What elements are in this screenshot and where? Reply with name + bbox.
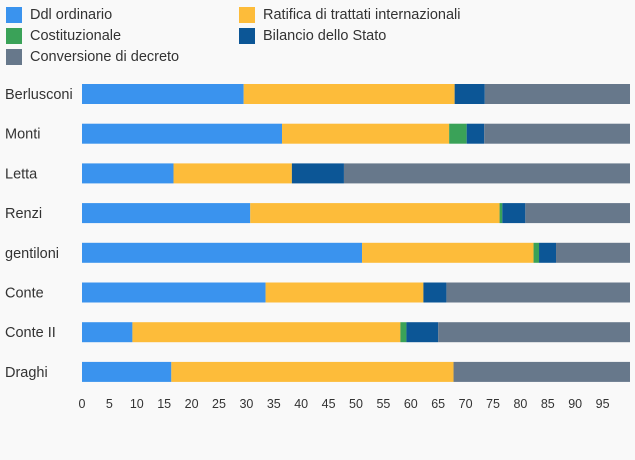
legend-label-ddl-ordinario: Ddl ordinario [30, 7, 113, 23]
bar-segment-renzi-costituzionale[interactable] [499, 203, 503, 224]
x-tick-label: 70 [459, 397, 473, 411]
legend-item-conversione[interactable]: Conversione di decreto [6, 47, 179, 67]
x-tick-label: 75 [486, 397, 500, 411]
bar-segment-renzi-conversione-di-decreto[interactable] [525, 203, 630, 224]
bar-segment-conte-conversione-di-decreto[interactable] [446, 282, 630, 303]
bar-segment-berlusconi-ratifica-di-trattati-internazionali[interactable] [243, 84, 455, 104]
category-label-berlusconi: Berlusconi [5, 87, 73, 103]
bar-segment-gentiloni-bilancio-dello-stato[interactable] [539, 242, 557, 263]
bar-segment-berlusconi-ddl-ordinario[interactable] [82, 84, 244, 104]
category-label-letta: Letta [5, 166, 38, 182]
x-tick-label: 60 [404, 397, 418, 411]
legend-label-bilancio: Bilancio dello Stato [263, 28, 387, 44]
x-tick-label: 15 [157, 397, 171, 411]
bar-segment-gentiloni-costituzionale[interactable] [533, 242, 540, 263]
x-tick-label: 95 [596, 397, 610, 411]
bar-segment-monti-ddl-ordinario[interactable] [82, 123, 283, 144]
chart-legend: Ddl ordinario Ratifica di trattati inter… [0, 0, 635, 70]
bar-segment-monti-ratifica-di-trattati-internazionali[interactable] [282, 123, 450, 144]
x-tick-label: 50 [349, 397, 363, 411]
bar-segment-letta-conversione-di-decreto[interactable] [343, 163, 630, 184]
bar-segment-conte-ratifica-di-trattati-internazionali[interactable] [265, 282, 424, 303]
bar-segment-monti-conversione-di-decreto[interactable] [484, 123, 630, 144]
x-tick-label: 35 [267, 397, 281, 411]
category-label-conte-ii: Conte II [5, 325, 56, 341]
x-tick-label: 45 [322, 397, 336, 411]
legend-item-bilancio[interactable]: Bilancio dello Stato [239, 26, 386, 46]
bar-segment-letta-ratifica-di-trattati-internazionali[interactable] [173, 163, 292, 184]
x-tick-label: 40 [294, 397, 308, 411]
category-label-draghi: Draghi [5, 365, 48, 381]
bar-segment-conte-ii-ddl-ordinario[interactable] [82, 322, 133, 343]
x-tick-label: 0 [79, 397, 86, 411]
category-label-gentiloni: gentiloni [5, 246, 59, 262]
bar-segment-conte-ii-bilancio-dello-stato[interactable] [406, 322, 439, 343]
bar-segment-renzi-ddl-ordinario[interactable] [82, 203, 251, 224]
category-label-renzi: Renzi [5, 206, 42, 222]
legend-swatch-ratifica [239, 7, 255, 23]
x-tick-label: 65 [431, 397, 445, 411]
bar-segment-draghi-ratifica-di-trattati-internazionali[interactable] [171, 361, 454, 382]
category-label-monti: Monti [5, 127, 40, 143]
bar-segment-letta-ddl-ordinario[interactable] [82, 163, 174, 184]
bar-segment-renzi-bilancio-dello-stato[interactable] [502, 203, 526, 224]
legend-label-ratifica: Ratifica di trattati internazionali [263, 7, 461, 23]
x-tick-label: 55 [376, 397, 390, 411]
legend-item-ratifica[interactable]: Ratifica di trattati internazionali [239, 5, 460, 25]
bar-segment-letta-bilancio-dello-stato[interactable] [291, 163, 344, 184]
x-tick-label: 85 [541, 397, 555, 411]
legend-swatch-conversione [6, 49, 22, 65]
category-label-conte: Conte [5, 286, 44, 302]
bar-segment-conte-bilancio-dello-stato[interactable] [423, 282, 447, 303]
bar-segment-berlusconi-bilancio-dello-stato[interactable] [454, 84, 485, 104]
legend-swatch-costituzionale [6, 28, 22, 44]
legend-item-ddl-ordinario[interactable]: Ddl ordinario [6, 5, 112, 25]
legend-swatch-ddl-ordinario [6, 7, 22, 23]
x-tick-label: 20 [185, 397, 199, 411]
legend-label-costituzionale: Costituzionale [30, 28, 122, 44]
legend-swatch-bilancio [239, 28, 255, 44]
bar-segment-draghi-conversione-di-decreto[interactable] [453, 361, 630, 382]
bar-segment-gentiloni-ddl-ordinario[interactable] [82, 242, 363, 263]
bar-segment-conte-ii-ratifica-di-trattati-internazionali[interactable] [132, 322, 401, 343]
bar-segment-gentiloni-conversione-di-decreto[interactable] [556, 242, 630, 263]
bar-segment-monti-bilancio-dello-stato[interactable] [466, 123, 485, 144]
bar-segment-conte-ii-conversione-di-decreto[interactable] [438, 322, 630, 343]
x-tick-label: 80 [513, 397, 527, 411]
bar-segment-berlusconi-conversione-di-decreto[interactable] [484, 84, 630, 104]
bar-segment-gentiloni-ratifica-di-trattati-internazionali[interactable] [362, 242, 534, 263]
bar-segment-conte-ii-costituzionale[interactable] [400, 322, 407, 343]
bar-segment-draghi-ddl-ordinario[interactable] [82, 361, 172, 382]
bar-segment-renzi-ratifica-di-trattati-internazionali[interactable] [250, 203, 500, 224]
x-tick-label: 25 [212, 397, 226, 411]
legend-label-conversione: Conversione di decreto [30, 49, 180, 65]
x-tick-label: 5 [106, 397, 113, 411]
x-tick-label: 10 [130, 397, 144, 411]
x-tick-label: 30 [239, 397, 253, 411]
x-tick-label: 90 [568, 397, 582, 411]
bar-segment-monti-costituzionale[interactable] [449, 123, 467, 144]
bar-segment-conte-ddl-ordinario[interactable] [82, 282, 266, 303]
legend-item-costituzionale[interactable]: Costituzionale [6, 26, 121, 46]
